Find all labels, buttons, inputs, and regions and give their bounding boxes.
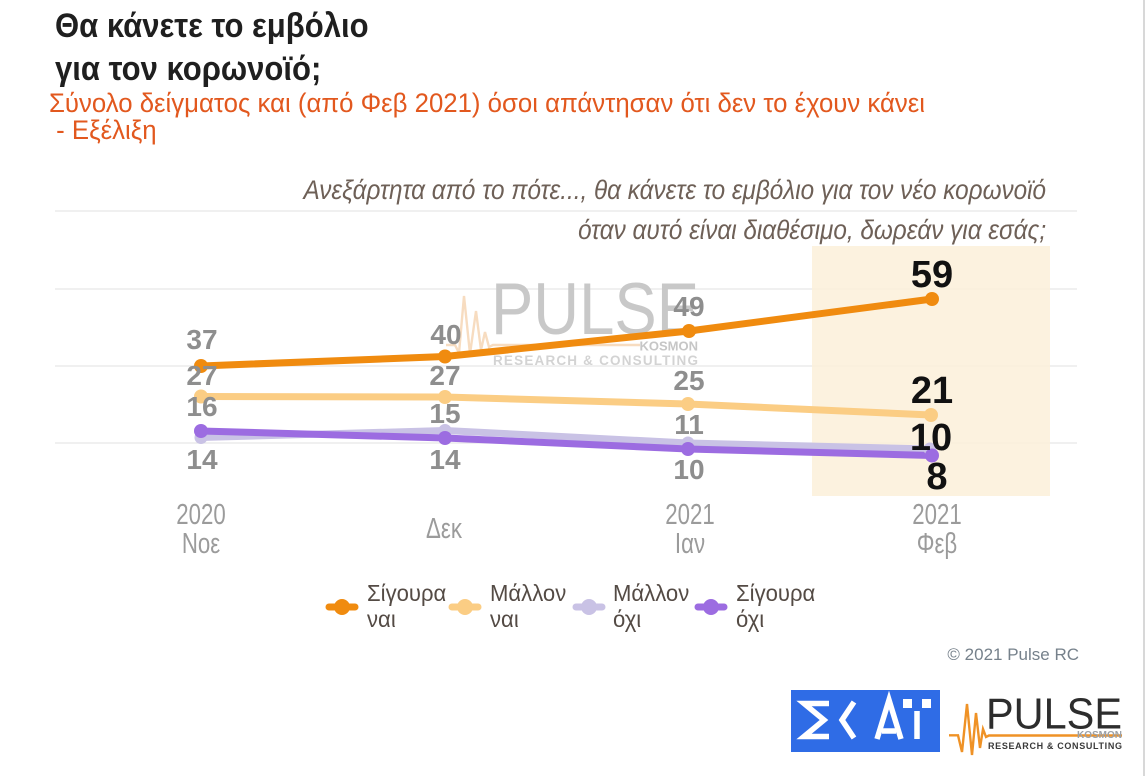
svg-text:14: 14 (186, 444, 218, 475)
svg-text:25: 25 (673, 365, 704, 396)
svg-text:KOSMON: KOSMON (1077, 730, 1122, 741)
svg-text:11: 11 (674, 409, 704, 440)
svg-text:59: 59 (911, 254, 953, 296)
svg-text:10: 10 (673, 454, 704, 485)
svg-text:PULSE: PULSE (986, 690, 1122, 739)
svg-text:10: 10 (910, 417, 952, 459)
svg-text:40: 40 (430, 319, 461, 350)
svg-text:KOSMON: KOSMON (640, 339, 699, 354)
svg-text:27: 27 (429, 360, 460, 391)
svg-text:49: 49 (673, 291, 704, 322)
svg-text:RESEARCH & CONSULTING: RESEARCH & CONSULTING (988, 741, 1122, 751)
svg-text:37: 37 (186, 324, 217, 355)
svg-text:RESEARCH & CONSULTING: RESEARCH & CONSULTING (493, 353, 698, 368)
svg-text:8: 8 (926, 456, 947, 498)
svg-text:16: 16 (186, 391, 217, 422)
svg-text:27: 27 (186, 360, 217, 391)
svg-text:15: 15 (429, 398, 460, 429)
svg-text:21: 21 (911, 370, 953, 412)
svg-text:14: 14 (429, 444, 461, 475)
